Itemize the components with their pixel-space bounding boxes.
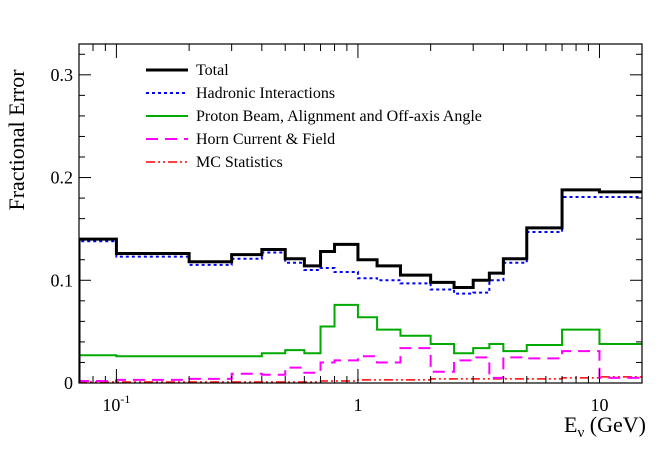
series-mc-statistics-line [79, 376, 642, 383]
legend-label: Hadronic Interactions [196, 85, 335, 102]
x-axis-label: Eν (GeV) [564, 412, 646, 441]
y-tick-label: 0.2 [51, 168, 74, 188]
series-hadronic-interactions-line [79, 196, 642, 383]
legend-label: Total [196, 62, 229, 79]
series-proton-beam-alignment-and-off-axis-angle-line [79, 303, 642, 383]
legend-label: MC Statistics [196, 154, 283, 171]
x-tick-label: 1 [353, 395, 362, 415]
x-tick-label: 10-1 [102, 392, 130, 415]
series-total-line [79, 188, 642, 383]
y-tick-label: 0 [64, 373, 73, 393]
legend-label: Horn Current & Field [196, 131, 335, 148]
legend: Total Hadronic Interactions Proton Beam, A… [146, 62, 482, 171]
y-tick-label: 0.1 [51, 270, 74, 290]
x-tick-label: 10 [590, 395, 608, 415]
y-axis-label: Fractional Error [4, 69, 29, 211]
series-horn-current-field-line [79, 347, 642, 383]
plot-frame [78, 43, 643, 384]
y-tick-label: 0.3 [51, 65, 74, 85]
legend-label: Proton Beam, Alignment and Off-axis Angl… [196, 108, 482, 125]
